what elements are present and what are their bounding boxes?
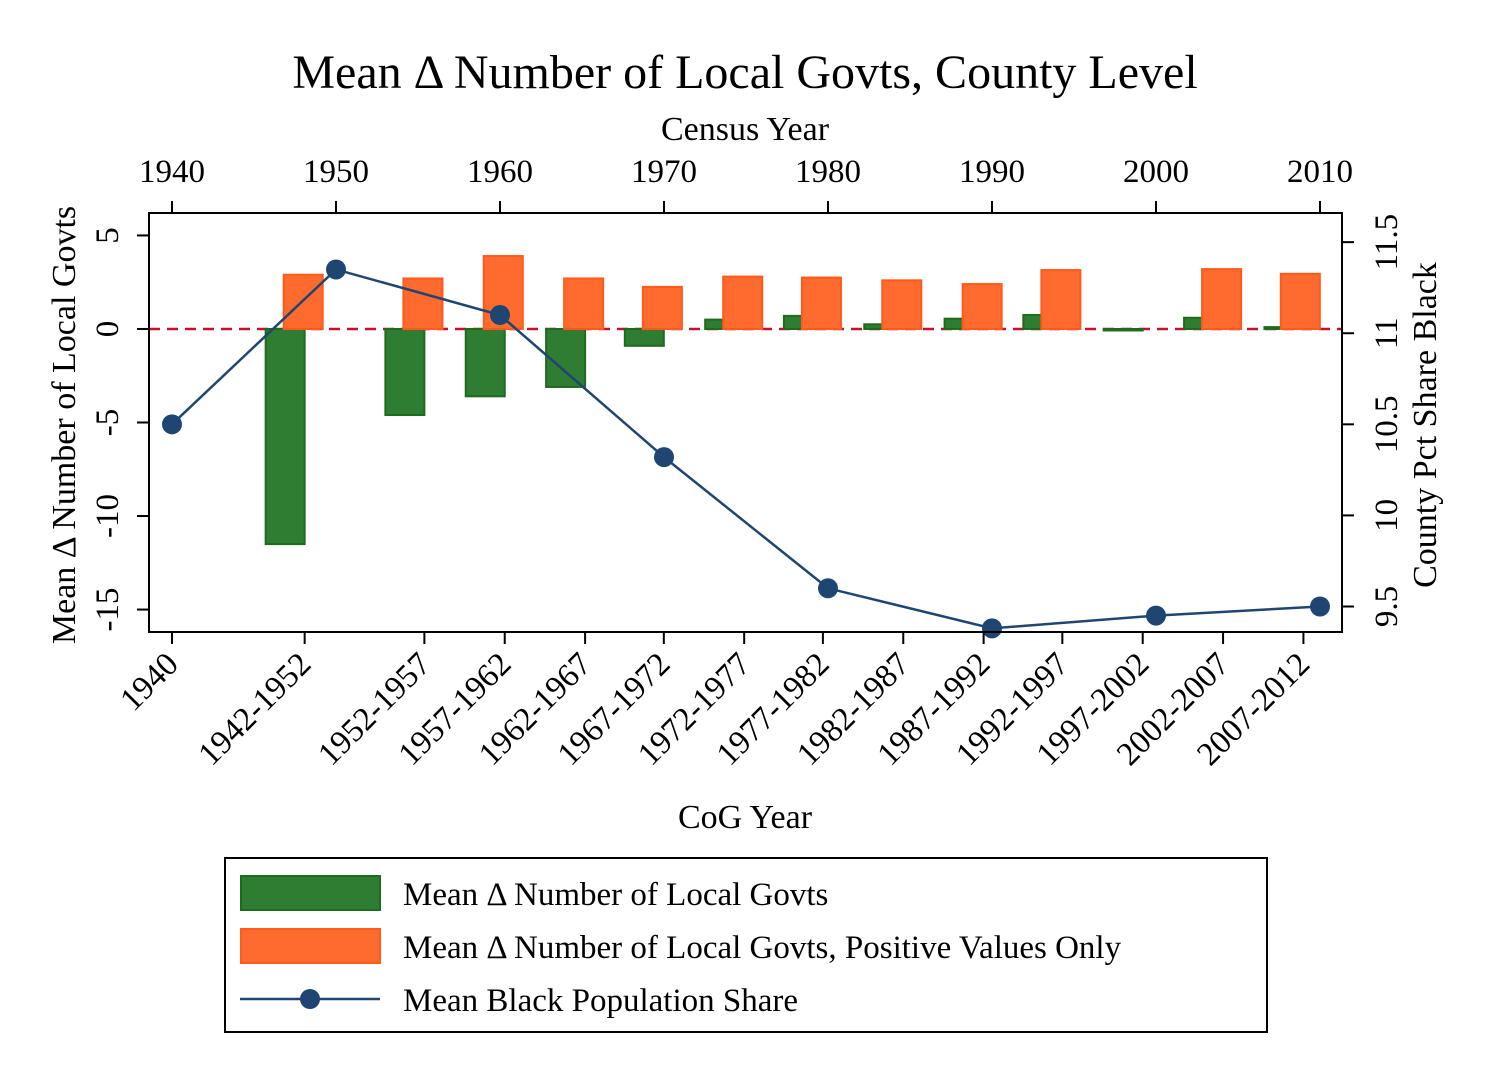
legend-swatch-1	[240, 928, 381, 964]
black-share-point-1	[326, 259, 346, 280]
y-right-tick-label-4: 9.5	[1369, 586, 1405, 627]
black-share-point-3	[654, 447, 674, 468]
bar-positive-11	[1279, 272, 1321, 330]
plot-area: 1940 1950 1960 1970 1980 1990 2000 2010 5 0 -5 -10 -…	[90, 154, 1405, 773]
bar-positive-6	[800, 276, 842, 330]
black-share-point-4	[818, 578, 838, 599]
bar-positive-8	[961, 283, 1003, 330]
y-right-tick-label-2: 10.5	[1369, 395, 1405, 453]
legend-label-0: Mean Δ Number of Local Govts	[403, 877, 828, 913]
black-share-point-5	[982, 618, 1002, 639]
bar-positive-10	[1201, 268, 1243, 330]
top-tick-label-3: 1970	[631, 154, 697, 190]
y-right-tick-label-1: 11	[1369, 317, 1405, 349]
top-axis-title: Census Year	[661, 111, 830, 148]
bar-change-10	[1102, 327, 1144, 332]
legend-swatch-0	[240, 875, 381, 911]
legend-frame	[224, 857, 1268, 1033]
chart-title: Mean Δ Number of Local Govts, County Lev…	[292, 46, 1197, 99]
y-right-tick-label-0: 11.5	[1369, 214, 1405, 271]
bar-positive-5	[722, 275, 764, 330]
bar-change-2	[464, 327, 506, 398]
top-tick-label-2: 1960	[467, 154, 533, 190]
top-tick-label-6: 2000	[1123, 154, 1189, 190]
y-left-tick-label-1: 0	[90, 321, 126, 338]
bar-positive-4	[641, 285, 683, 330]
x-axis-title: CoG Year	[678, 799, 813, 836]
bar-change-1	[384, 327, 426, 417]
y-left-tick-label-3: -10	[90, 494, 126, 538]
bar-positive-1	[402, 277, 444, 330]
top-tick-label-4: 1980	[795, 154, 861, 190]
black-share-point-7	[1310, 596, 1330, 617]
bar-positive-7	[881, 279, 923, 330]
top-tick-label-1: 1950	[303, 154, 369, 190]
legend-label-2: Mean Black Population Share	[403, 983, 798, 1019]
y-left-axis-title: Mean Δ Number of Local Govts	[46, 206, 83, 644]
y-right-tick-label-3: 10	[1369, 499, 1405, 532]
black-share-line	[171, 268, 1321, 630]
legend-point-swatch	[300, 989, 320, 1009]
legend: Mean Δ Number of Local Govts Mean Δ Numbe…	[224, 857, 1268, 1033]
top-tick-label-7: 2010	[1287, 154, 1353, 190]
x-tick-label-1: 1942-1952	[192, 646, 319, 773]
bar-positive-9	[1040, 269, 1082, 330]
y-left-tick-label-4: -15	[90, 588, 126, 632]
y-left-tick-label-2: -5	[90, 409, 126, 437]
bar-change-0	[264, 327, 306, 546]
top-tick-label-0: 1940	[139, 154, 205, 190]
y-left-tick-label-0: 5	[90, 227, 126, 244]
y-right-axis-title: County Pct Share Black	[1407, 262, 1444, 588]
black-share-point-0	[162, 414, 182, 435]
top-tick-label-5: 1990	[959, 154, 1025, 190]
black-share-point-2	[490, 305, 510, 326]
black-share-point-6	[1146, 605, 1166, 626]
bar-positive-3	[563, 277, 605, 330]
bar-change-3	[545, 327, 587, 388]
bar-change-4	[623, 327, 665, 347]
legend-label-1: Mean Δ Number of Local Govts, Positive V…	[403, 930, 1122, 966]
x-tick-label-0: 1940	[114, 646, 186, 718]
